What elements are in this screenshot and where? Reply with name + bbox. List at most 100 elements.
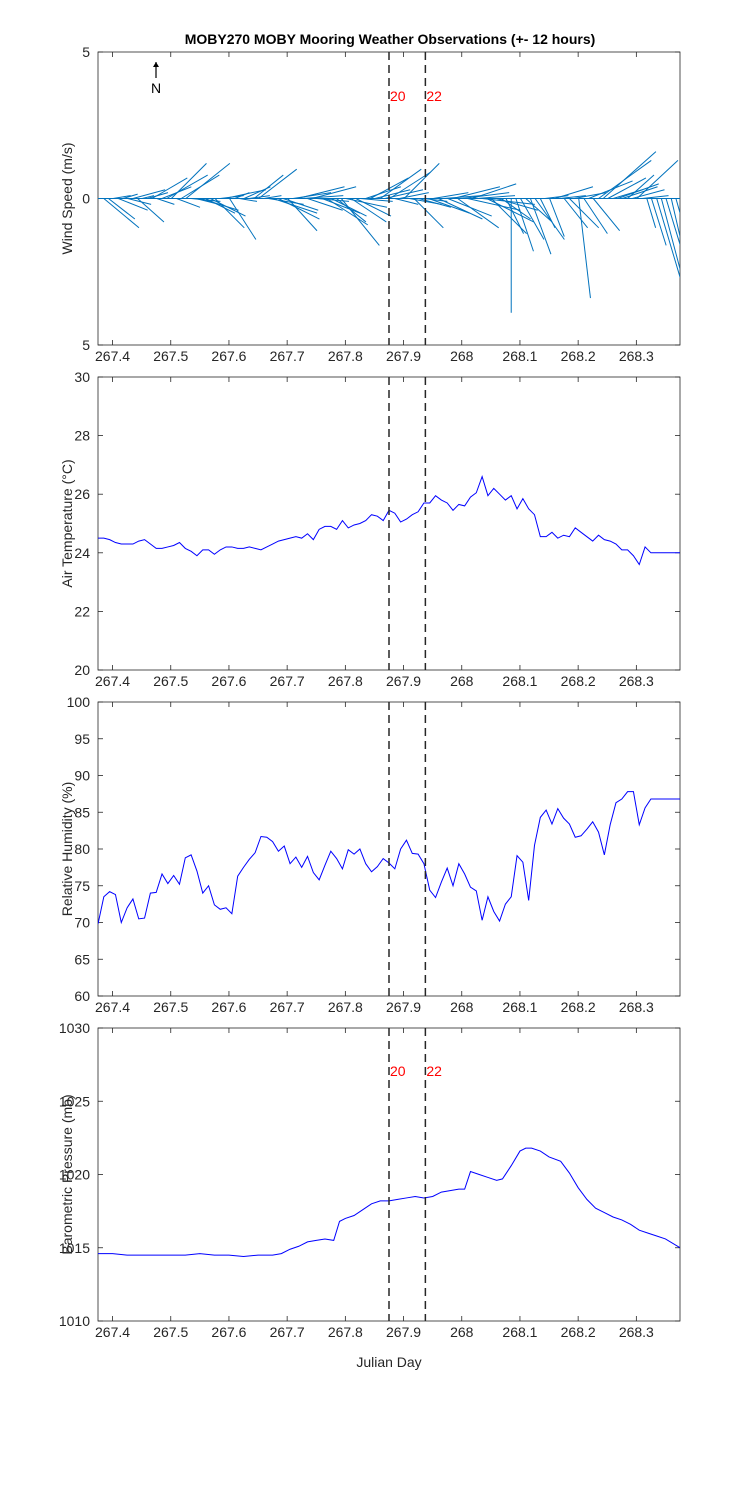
wind-vector	[258, 168, 298, 199]
wind-vector	[278, 198, 320, 220]
x-axis-label: Julian Day	[356, 1354, 421, 1370]
y-tick-label: 1030	[59, 1020, 90, 1036]
wind-vector	[399, 192, 429, 199]
wind-vector	[151, 177, 188, 199]
wind-vector	[632, 189, 665, 199]
wind-vector	[340, 198, 380, 246]
wind-vector	[520, 198, 545, 240]
wind-vector	[350, 198, 387, 223]
x-tick-label: 268	[450, 673, 474, 689]
x-tick-label: 268.1	[502, 348, 537, 364]
y-axis-label: Relative Humidity (%)	[59, 782, 75, 917]
wind-vector	[137, 198, 165, 223]
x-tick-label: 268.3	[619, 673, 654, 689]
wind-vector	[229, 198, 257, 240]
x-tick-label: 267.6	[211, 999, 246, 1015]
wind-vector	[355, 198, 392, 217]
y-tick-label: 1015	[59, 1240, 90, 1256]
y-tick-label: 60	[74, 988, 90, 1004]
y-tick-label: 5	[82, 337, 90, 353]
wind-vector	[534, 198, 565, 240]
wind-vector	[438, 198, 483, 220]
wind-vector	[515, 198, 534, 252]
chart-title: MOBY270 MOBY Mooring Weather Observation…	[185, 31, 596, 47]
x-tick-label: 267.7	[270, 999, 305, 1015]
y-axis-label: Barometric Pressure (mb)	[59, 1094, 75, 1254]
time-marker-label: 22	[426, 88, 442, 104]
wind-vector	[569, 198, 600, 229]
time-marker-label: 22	[426, 1063, 442, 1079]
y-axis-label: Wind Speed (m/s)	[59, 142, 75, 254]
y-tick-label: 1010	[59, 1313, 90, 1329]
wind-vector	[433, 192, 469, 199]
wind-vector	[660, 198, 680, 271]
wind-vector	[214, 198, 245, 229]
wind-vector	[559, 195, 586, 199]
wind-vector	[108, 198, 136, 220]
x-tick-label: 267.7	[270, 1324, 305, 1340]
wind-vector	[627, 174, 655, 199]
x-tick-label: 267.9	[386, 1324, 421, 1340]
x-tick-label: 267.4	[95, 348, 130, 364]
wind-vector	[428, 198, 470, 214]
wind-vector	[679, 198, 680, 201]
wind-vector	[142, 195, 155, 199]
wind-vector	[253, 174, 284, 199]
wind-vector	[118, 198, 148, 211]
wind-vector	[321, 198, 361, 214]
wind-vector	[636, 160, 679, 199]
wind-vector	[549, 198, 565, 237]
y-tick-label: 85	[74, 804, 90, 820]
wind-vector	[239, 198, 258, 202]
wind-vector	[302, 195, 344, 199]
x-tick-label: 268.3	[619, 348, 654, 364]
y-tick-label: 20	[74, 662, 90, 678]
x-tick-label: 268.2	[561, 348, 596, 364]
y-tick-label: 70	[74, 915, 90, 931]
wind-vector	[312, 186, 357, 199]
wind-vector	[563, 198, 589, 229]
x-tick-label: 268.1	[502, 1324, 537, 1340]
wind-vector	[273, 198, 318, 214]
y-tick-label: 22	[74, 603, 90, 619]
wind-vector	[103, 198, 140, 229]
wind-vector	[505, 198, 525, 234]
wind-vector	[234, 192, 250, 199]
y-tick-label: 65	[74, 951, 90, 967]
x-tick-label: 267.4	[95, 673, 130, 689]
wind-vector	[554, 186, 594, 199]
wind-vector	[210, 198, 246, 217]
wind-vector	[170, 162, 207, 199]
wind-vector	[374, 189, 411, 199]
wind-vector	[249, 195, 270, 199]
time-marker-label: 20	[390, 1063, 406, 1079]
chart-panel-4: 267.4 267.5 267.6 267.7 267.8 267.9 268 268.1 26…	[59, 1020, 681, 1370]
x-tick-label: 268.2	[561, 1324, 596, 1340]
x-tick-label: 268.1	[502, 673, 537, 689]
x-tick-label: 268.2	[561, 673, 596, 689]
x-tick-label: 267.9	[386, 999, 421, 1015]
y-tick-label: 80	[74, 841, 90, 857]
wind-vector	[443, 195, 482, 199]
wind-vector	[617, 183, 659, 199]
x-tick-label: 267.7	[270, 673, 305, 689]
y-tick-label: 1025	[59, 1093, 90, 1109]
wind-vector	[656, 198, 680, 278]
y-tick-label: 1020	[59, 1167, 90, 1183]
wind-vector	[205, 198, 236, 214]
wind-vector	[297, 186, 345, 199]
plot-content	[98, 151, 680, 313]
wind-vector	[642, 195, 669, 199]
wind-vector	[360, 198, 393, 202]
wind-vector	[578, 198, 591, 299]
x-tick-label: 267.6	[211, 348, 246, 364]
x-tick-label: 267.5	[153, 1324, 188, 1340]
wind-vector	[539, 198, 556, 229]
chart-panel-2: 267.4 267.5 267.6 267.7 267.8 267.9 268 268.1 26…	[59, 369, 681, 689]
x-tick-label: 267.5	[153, 673, 188, 689]
x-tick-label: 268	[450, 1324, 474, 1340]
x-tick-label: 268	[450, 999, 474, 1015]
wind-vector	[476, 195, 516, 199]
x-tick-label: 268	[450, 348, 474, 364]
